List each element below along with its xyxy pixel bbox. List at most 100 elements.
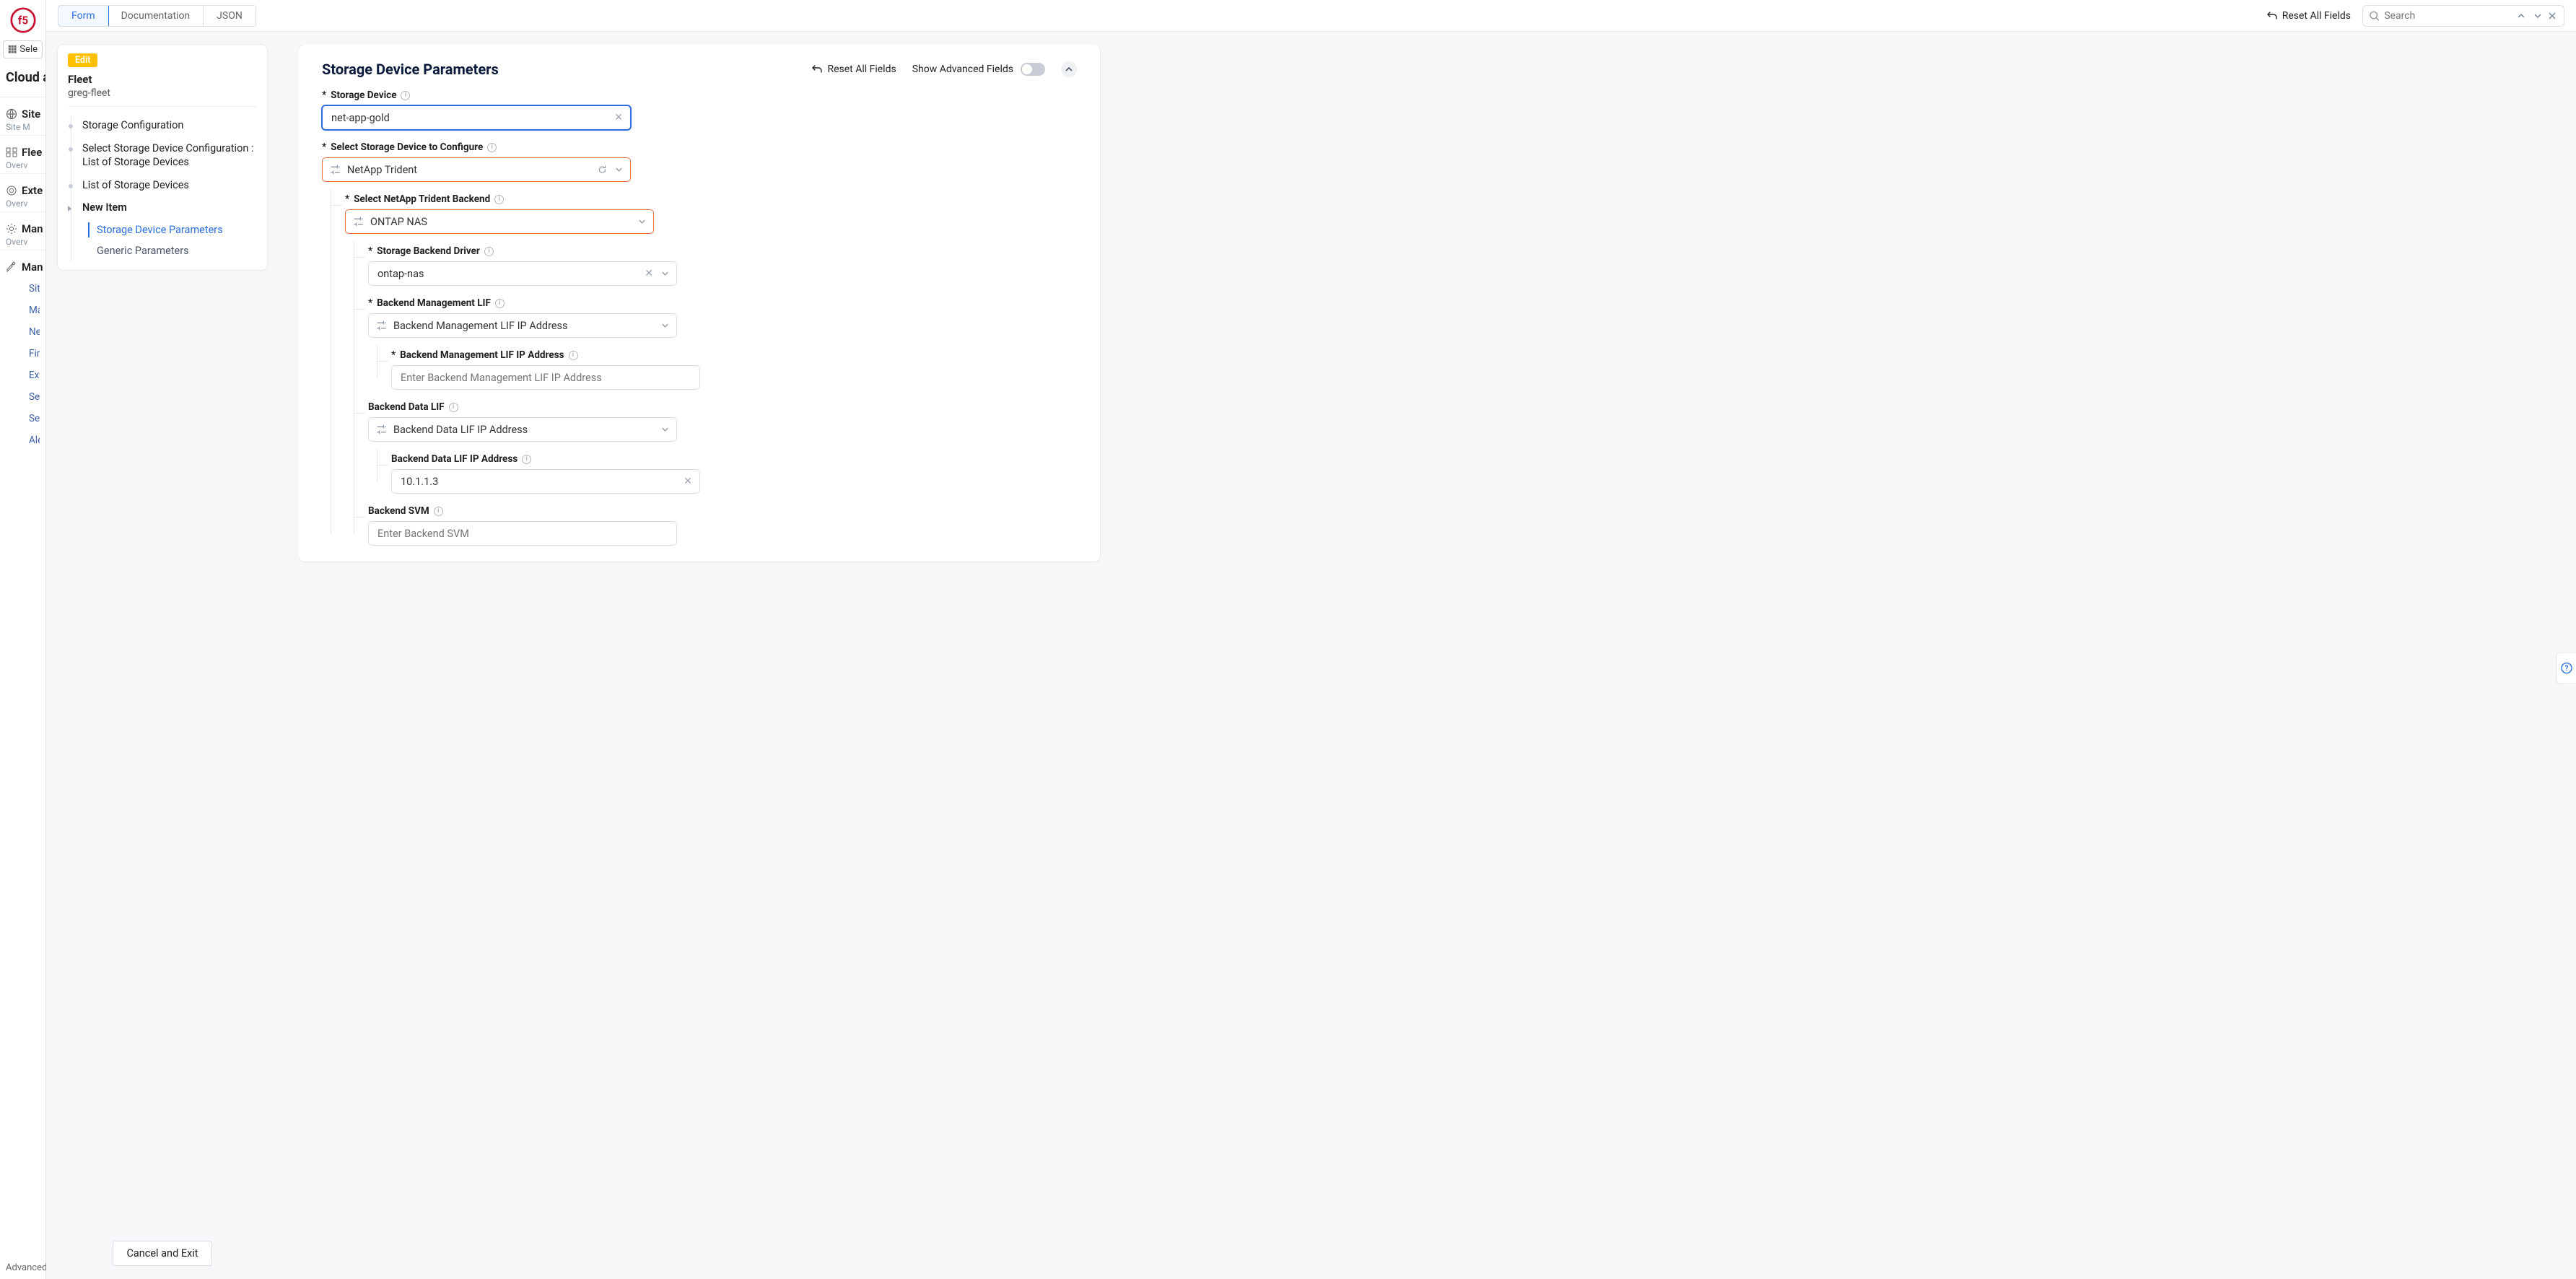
nav-sub-servi[interactable]: Servi [29, 408, 40, 429]
select-device-dropdown[interactable]: NetApp Trident [322, 157, 631, 182]
f5-logo: f5 [9, 6, 38, 35]
clear-icon[interactable]: ✕ [614, 112, 623, 123]
form-title: Storage Device Parameters [322, 61, 499, 78]
config-icon [376, 424, 387, 435]
tab-json[interactable]: JSON [204, 6, 256, 26]
nav-manage1[interactable]: Man Overv [0, 212, 45, 250]
label-storage-device: Storage Devicei [322, 90, 410, 101]
data-lif-ip-input[interactable] [401, 476, 673, 488]
info-icon[interactable]: i [487, 143, 497, 152]
advanced-toggle[interactable] [1021, 63, 1045, 76]
help-fab[interactable]: ? [2556, 652, 2576, 684]
chevron-down-icon [615, 166, 623, 174]
tree-sub-generic-params[interactable]: Generic Parameters [68, 240, 257, 261]
info-icon[interactable]: i [494, 195, 504, 204]
svg-text:?: ? [2564, 665, 2568, 673]
info-icon[interactable]: i [449, 403, 458, 412]
advanced-fields-label: Show Advanced Fields [912, 64, 1013, 75]
tree-item-storage-config[interactable]: Storage Configuration [68, 114, 257, 137]
label-select-device: Select Storage Device to Configurei [322, 141, 497, 153]
trident-backend-dropdown[interactable]: ONTAP NAS [345, 209, 654, 234]
search-next[interactable] [2529, 7, 2546, 25]
main-panel: Form Documentation JSON Reset All Fields [46, 0, 2576, 1279]
data-lif-dropdown[interactable]: Backend Data LIF IP Address [368, 417, 677, 442]
search-prev[interactable] [2512, 7, 2529, 25]
tree-title: Fleet [68, 73, 257, 86]
tree-subtitle: greg-fleet [68, 87, 257, 99]
nav-sub-exter[interactable]: Exter [29, 365, 40, 386]
search-icon [2369, 10, 2380, 22]
refresh-icon[interactable] [598, 165, 607, 175]
tab-form[interactable]: Form [58, 5, 109, 27]
mgmt-lif-ip-input[interactable] [401, 372, 673, 384]
label-mgmt-lif-ip: Backend Management LIF IP Addressi [391, 349, 578, 361]
undo-icon [2266, 10, 2278, 22]
nav-sub-site[interactable]: Site I [29, 278, 40, 300]
cancel-exit-button[interactable]: Cancel and Exit [113, 1241, 211, 1266]
section-title: Cloud a [0, 61, 45, 88]
reset-all-fields-top[interactable]: Reset All Fields [2266, 10, 2351, 22]
config-icon [353, 217, 364, 227]
edit-badge: Edit [68, 53, 97, 67]
mgmt-lif-ip-input-wrap [391, 365, 700, 390]
label-data-lif-ip: Backend Data LIF IP Addressi [391, 453, 531, 465]
tree-item-new-item[interactable]: New Item [68, 196, 257, 219]
storage-device-input[interactable] [331, 112, 604, 124]
mgmt-lif-dropdown[interactable]: Backend Management LIF IP Address [368, 313, 677, 338]
tree-column: Edit Fleet greg-fleet Storage Configurat… [58, 45, 267, 1279]
label-data-lif: Backend Data LIFi [368, 401, 458, 413]
tree-item-list-devices[interactable]: List of Storage Devices [68, 174, 257, 197]
info-icon[interactable]: i [495, 299, 505, 308]
svm-input[interactable] [377, 528, 650, 540]
info-icon[interactable]: i [484, 247, 494, 256]
search-input[interactable] [2384, 10, 2512, 22]
nav-sub-secre[interactable]: Secre [29, 386, 40, 408]
backend-driver-select[interactable]: ontap-nas ✕ [368, 261, 677, 286]
nav-sub-netw[interactable]: Netw [29, 321, 40, 343]
chevron-down-icon [661, 322, 669, 330]
nav-fleets[interactable]: Flee Overv [0, 136, 45, 174]
info-icon[interactable]: i [522, 455, 531, 464]
clear-icon[interactable]: ✕ [684, 476, 692, 487]
nav-sub-firew[interactable]: Firew [29, 343, 40, 365]
select-label: Sele [19, 44, 38, 55]
label-backend-driver: Storage Backend Driveri [368, 245, 494, 257]
info-icon[interactable]: i [434, 507, 443, 516]
view-tabs: Form Documentation JSON [58, 5, 256, 27]
label-trident-backend: Select NetApp Trident Backendi [345, 193, 504, 205]
label-mgmt-lif: Backend Management LIFi [368, 297, 505, 309]
info-icon[interactable]: i [569, 351, 578, 360]
nav-sites[interactable]: Site Site M [0, 97, 45, 136]
form-column: Storage Device Parameters Reset All Fiel… [299, 45, 2564, 1279]
search-box [2362, 5, 2564, 27]
data-lif-ip-input-wrap: ✕ [391, 469, 700, 494]
grid-icon [8, 45, 17, 55]
chevron-down-icon [661, 426, 669, 434]
tree-item-select-device-config[interactable]: Select Storage Device Configuration : Li… [68, 137, 257, 174]
undo-icon [811, 64, 823, 75]
config-icon [330, 165, 341, 175]
nav-advanced-label: Advanced [6, 1262, 47, 1273]
storage-device-input-wrap: ✕ [322, 105, 631, 130]
tree-sub-storage-params[interactable]: Storage Device Parameters [68, 219, 257, 240]
nav-sub-alert[interactable]: Alert [29, 429, 40, 451]
search-clear[interactable] [2546, 9, 2559, 23]
select-service-button[interactable]: Sele [3, 40, 43, 58]
nav-sub-mana[interactable]: Mana [29, 300, 40, 321]
collapse-form-button[interactable] [1061, 61, 1077, 77]
panel-toolbar: Form Documentation JSON Reset All Fields [46, 0, 2576, 32]
clear-icon[interactable]: ✕ [645, 268, 653, 279]
chevron-down-icon [661, 270, 669, 278]
form-card: Storage Device Parameters Reset All Fiel… [299, 45, 1100, 562]
tree-card: Edit Fleet greg-fleet Storage Configurat… [58, 45, 267, 270]
reset-all-fields-form[interactable]: Reset All Fields [811, 64, 896, 75]
nav-manage2[interactable]: Man Site I Mana Netw Firew Exter Secre S… [0, 250, 45, 454]
svm-input-wrap [368, 521, 677, 546]
nav-extern[interactable]: Exte Overv [0, 174, 45, 212]
svg-text:f5: f5 [17, 14, 27, 27]
left-nav: f5 Sele Cloud a Site Site M Flee Overv E… [0, 0, 46, 1279]
info-icon[interactable]: i [401, 91, 410, 100]
config-icon [376, 320, 387, 331]
tab-documentation[interactable]: Documentation [108, 6, 204, 26]
label-backend-svm: Backend SVMi [368, 505, 443, 517]
